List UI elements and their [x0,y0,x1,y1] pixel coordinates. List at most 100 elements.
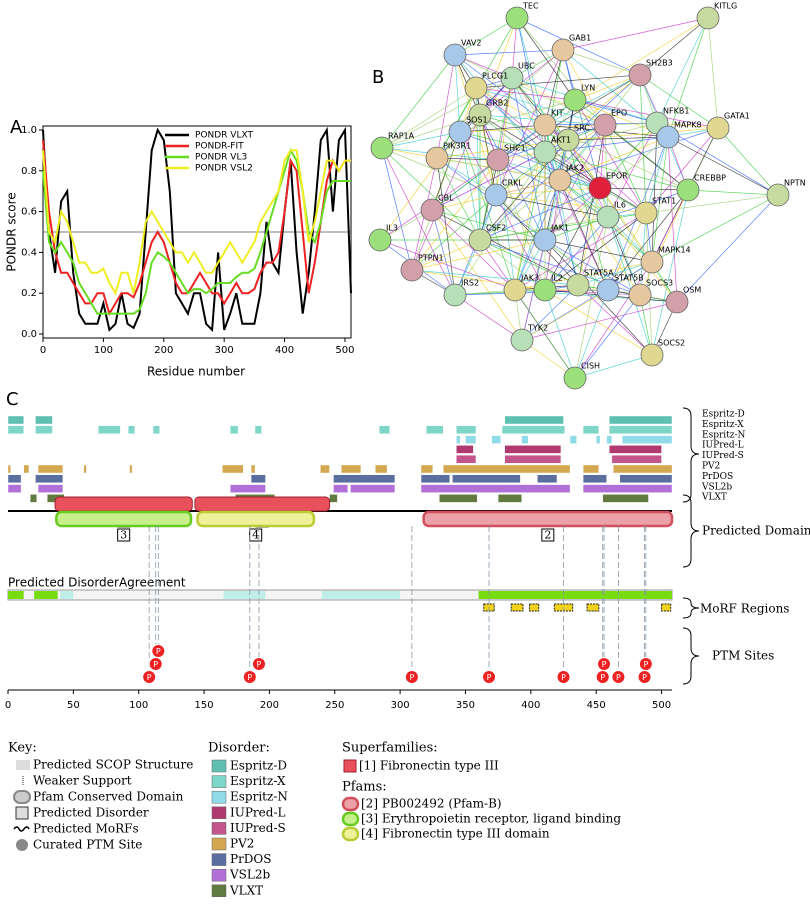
pfam-domain [196,510,316,528]
node-label: EPO [611,109,627,118]
domain-number: 4 [252,529,259,542]
key-item: [1] Fibronectin type III [359,759,499,773]
edge [459,131,516,291]
morf-region [510,603,524,612]
node-label: GATA1 [724,112,750,121]
edge [717,127,779,196]
disorder-segment [152,425,160,434]
key-swatch [211,853,227,866]
ptm-symbol: P [600,673,605,682]
edge [599,187,689,191]
edge [544,74,641,126]
domain-tag [117,528,131,542]
edge [495,194,609,218]
edge [479,114,569,141]
disorder-segment [521,435,529,444]
x-tick-label: 300 [215,345,234,356]
node-label: CRKL [502,179,523,188]
ptm-symbol: P [616,673,621,682]
domain-tag [541,528,555,542]
key-title: Superfamilies: [342,741,438,756]
edge [454,294,523,341]
track-label: IUPred-L [702,441,744,451]
key-swatch [343,759,357,773]
edge [497,74,641,161]
node [656,125,680,149]
key-item: IUPred-S [230,821,286,835]
edge [381,147,481,241]
pfam-domain [55,510,193,528]
node [665,290,689,314]
side-label: MoRF Regions [700,602,789,616]
ptm-symbol: P [487,673,492,682]
brace [682,494,700,568]
disorder-segment [497,494,522,503]
disorder-segment [582,474,607,483]
edge [639,212,647,296]
edge [667,17,709,138]
disorder-segment [504,455,562,464]
edge [479,124,606,241]
edge [431,209,516,291]
disorder-segment [426,425,444,434]
edge [651,194,779,263]
legend-label: PONDR-FIT [195,142,244,152]
track-label: Espritz-N [702,430,746,440]
edge [544,49,564,126]
disorder-segment [329,494,338,503]
node [640,343,664,367]
edge [479,17,518,116]
node-label: CBL [438,194,454,203]
node [533,278,557,302]
track-label: PrDOS [702,472,733,482]
edge [431,159,499,211]
legend-label: PONDR VL3 [195,153,247,163]
node [443,283,467,307]
edge [379,159,499,241]
edge [607,212,647,291]
edge [454,151,546,296]
key-title: Pfams: [342,780,387,795]
ptm-site [404,670,419,684]
edge [479,179,561,241]
disorder-segment [582,484,673,493]
node [548,168,572,192]
key-swatch [341,811,360,827]
node-label: NPTN [784,179,806,188]
edge [521,301,678,341]
disorder-segment [35,415,53,425]
disorder-segment [443,464,571,474]
edge [431,209,546,241]
x-tick-label: 450 [587,700,606,711]
edge [574,294,641,379]
node-label: PLCG1 [482,72,508,81]
disorder-segment [456,455,477,464]
key-item: Curated PTM Site [33,838,142,852]
edge [511,77,569,141]
disorder-segment [582,425,600,434]
key-item: Espritz-D [230,759,287,773]
key-item: IUPred-L [230,805,286,819]
ptm-site [482,670,497,684]
edge [381,114,481,149]
edge [521,284,579,341]
edge [431,209,579,286]
edge [479,239,579,286]
panel-label: A [10,117,23,138]
brace [682,407,700,503]
edge [514,139,569,291]
node-label: STAT1 [652,197,676,206]
edge [607,216,653,356]
node-label: STAT5A [584,269,614,278]
disorder-segment [230,425,239,434]
key-swatch [211,790,227,804]
node [533,140,557,164]
node-label: MAPK8 [674,121,702,130]
node [628,63,652,87]
disorder-segment [569,435,577,444]
morf-region [586,603,600,612]
disorder-segment [97,425,121,434]
series-line [42,126,352,333]
disorder-segment [501,425,566,434]
node-label: SH2B3 [646,59,673,68]
